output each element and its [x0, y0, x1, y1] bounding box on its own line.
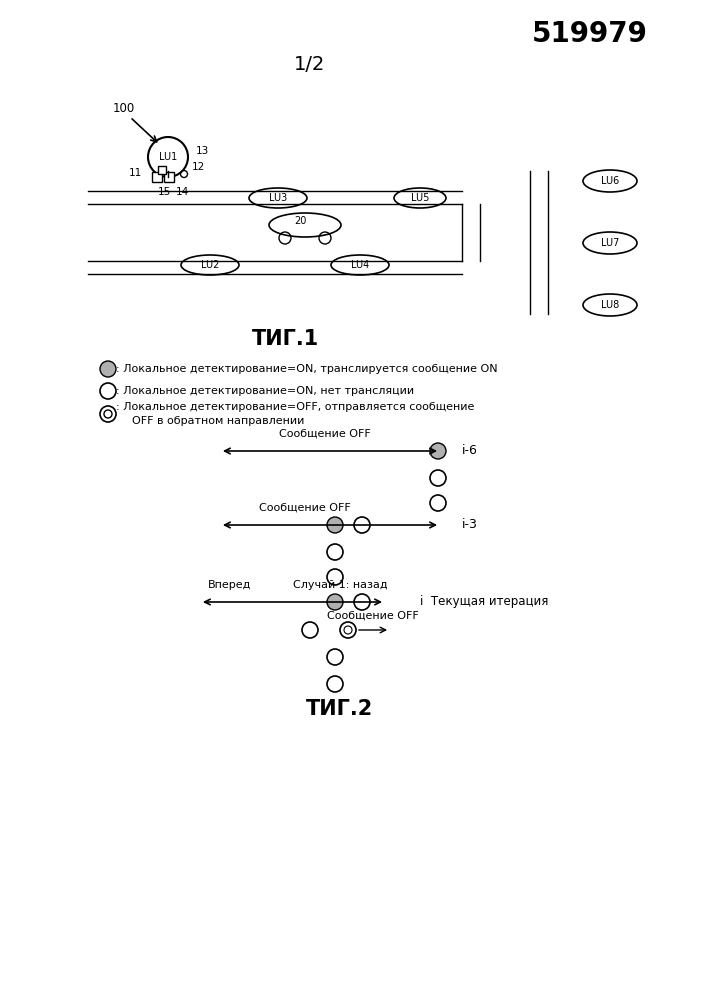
Text: LU6: LU6: [601, 176, 619, 186]
Bar: [158, 166, 166, 174]
Text: LU1: LU1: [159, 152, 177, 162]
Text: i-6: i-6: [462, 445, 478, 458]
Circle shape: [327, 594, 343, 610]
Text: LU3: LU3: [269, 193, 287, 203]
Circle shape: [430, 443, 446, 459]
Bar: [152, 172, 162, 182]
Circle shape: [327, 517, 343, 533]
Text: 519979: 519979: [532, 20, 648, 48]
Text: LU8: LU8: [601, 300, 619, 310]
Text: : Локальное детектирование=ON, транслируется сообщение ON: : Локальное детектирование=ON, транслиру…: [116, 364, 498, 374]
Text: Сообщение OFF: Сообщение OFF: [279, 429, 371, 439]
Text: ΤИГ.2: ΤИГ.2: [306, 699, 374, 719]
Text: 13: 13: [196, 146, 209, 156]
Text: 1/2: 1/2: [294, 55, 326, 74]
Circle shape: [100, 361, 116, 377]
Text: LU2: LU2: [201, 260, 219, 270]
Text: 15: 15: [158, 187, 171, 197]
Text: 100: 100: [113, 103, 135, 116]
Text: : Локальное детектирование=ON, нет трансляции: : Локальное детектирование=ON, нет транс…: [116, 386, 414, 396]
Text: LU7: LU7: [601, 238, 620, 248]
Text: LU5: LU5: [411, 193, 429, 203]
Text: OFF в обратном направлении: OFF в обратном направлении: [132, 416, 304, 426]
Text: LU4: LU4: [351, 260, 369, 270]
Text: 20: 20: [294, 216, 306, 226]
Text: i-3: i-3: [462, 518, 478, 531]
Text: Вперед: Вперед: [208, 580, 252, 590]
Text: : Локальное детектирование=OFF, отправляется сообщение: : Локальное детектирование=OFF, отправля…: [116, 402, 474, 412]
Text: 11: 11: [129, 168, 142, 178]
Text: 14: 14: [176, 187, 189, 197]
Text: Сообщение OFF: Сообщение OFF: [327, 611, 419, 621]
Bar: [164, 172, 174, 182]
Text: ΤИГ.1: ΤИГ.1: [251, 329, 319, 349]
Text: 12: 12: [192, 162, 206, 172]
Text: i  Текущая итерация: i Текущая итерация: [420, 595, 548, 608]
Text: Сообщение OFF: Сообщение OFF: [259, 503, 351, 513]
Text: Случай 1: назад: Случай 1: назад: [293, 580, 387, 590]
